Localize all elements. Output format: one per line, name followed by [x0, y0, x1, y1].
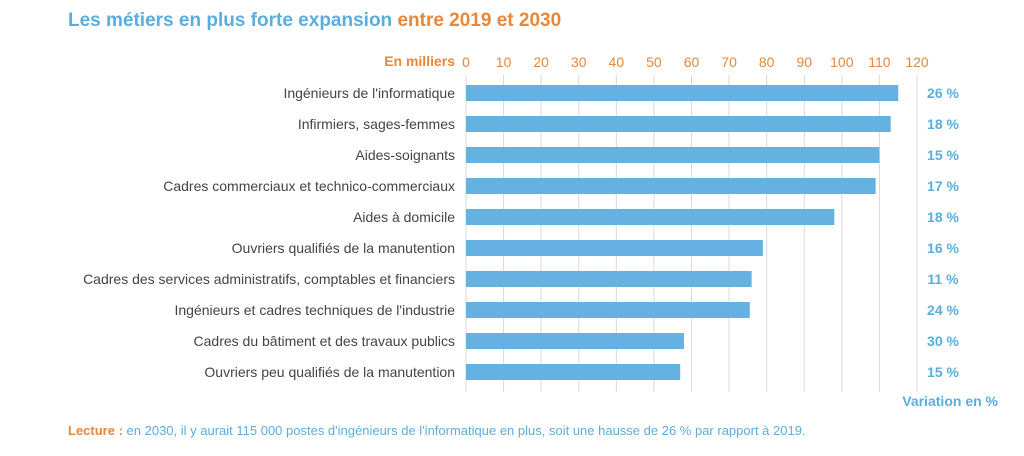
- x-tick-label: 40: [609, 54, 625, 70]
- category-label: Ingénieurs et cadres techniques de l'ind…: [174, 302, 455, 318]
- bar: [466, 271, 752, 287]
- x-tick-label: 80: [759, 54, 775, 70]
- variation-axis-label: Variation en %: [902, 393, 998, 409]
- variation-labels: 26 % 18 % 15 % 17 % 18 % 16 % 11 % 24 % 30 % 15 %: [927, 85, 959, 380]
- category-label: Ouvriers peu qualifiés de la manutention: [204, 364, 455, 380]
- x-tick-label: 30: [571, 54, 587, 70]
- variation-value-label: 18 %: [927, 209, 959, 225]
- bars: [466, 85, 899, 380]
- variation-value-label: 11 %: [927, 271, 959, 287]
- bar: [466, 85, 899, 101]
- chart-title: Les métiers en plus forte expansion entr…: [68, 10, 561, 32]
- x-tick-label: 110: [868, 54, 891, 70]
- x-tick-label: 50: [646, 54, 662, 70]
- chart-title-period: entre 2019 et 2030: [397, 10, 562, 31]
- bar: [466, 116, 891, 132]
- variation-value-label: 15 %: [927, 147, 959, 163]
- variation-value-label: 17 %: [927, 178, 959, 194]
- variation-value-label: 18 %: [927, 116, 959, 132]
- x-tick-label: 10: [496, 54, 512, 70]
- x-tick-labels: 0 10 20 30 40 50 60 70 80 90 100 110 120: [462, 54, 929, 70]
- bar: [466, 364, 681, 380]
- category-label: Cadres du bâtiment et des travaux public…: [194, 333, 455, 349]
- bar: [466, 178, 876, 194]
- x-tick-label: 60: [684, 54, 700, 70]
- bar: [466, 209, 835, 225]
- category-label: Ouvriers qualifiés de la manutention: [232, 240, 455, 256]
- x-tick-label: 100: [830, 54, 854, 70]
- x-tick-label: 20: [533, 54, 549, 70]
- bar: [466, 333, 684, 349]
- bar: [466, 147, 880, 163]
- category-label: Aides à domicile: [353, 209, 455, 225]
- x-tick-label: 0: [462, 54, 470, 70]
- category-label: Cadres commerciaux et technico-commercia…: [163, 178, 455, 194]
- variation-value-label: 16 %: [927, 240, 959, 256]
- category-labels: Ingénieurs de l'informatique Infirmiers, …: [83, 85, 455, 380]
- variation-value-label: 24 %: [927, 302, 959, 318]
- x-axis-unit-label: En milliers: [384, 53, 455, 69]
- reading-note: Lecture : en 2030, il y aurait 115 000 p…: [68, 423, 806, 438]
- x-tick-label: 120: [905, 54, 929, 70]
- reading-note-text: en 2030, il y aurait 115 000 postes d'in…: [126, 423, 806, 438]
- variation-value-label: 26 %: [927, 85, 959, 101]
- category-label: Aides-soignants: [355, 147, 455, 163]
- chart-title-main: Les métiers en plus forte expansion: [68, 10, 393, 31]
- bar: [466, 302, 750, 318]
- variation-value-label: 30 %: [927, 333, 959, 349]
- bar: [466, 240, 763, 256]
- x-tick-label: 90: [796, 54, 812, 70]
- variation-value-label: 15 %: [927, 364, 959, 380]
- reading-note-label: Lecture :: [68, 423, 123, 438]
- x-tick-label: 70: [721, 54, 737, 70]
- category-label: Cadres des services administratifs, comp…: [83, 271, 455, 287]
- category-label: Ingénieurs de l'informatique: [283, 85, 455, 101]
- category-label: Infirmiers, sages-femmes: [298, 116, 455, 132]
